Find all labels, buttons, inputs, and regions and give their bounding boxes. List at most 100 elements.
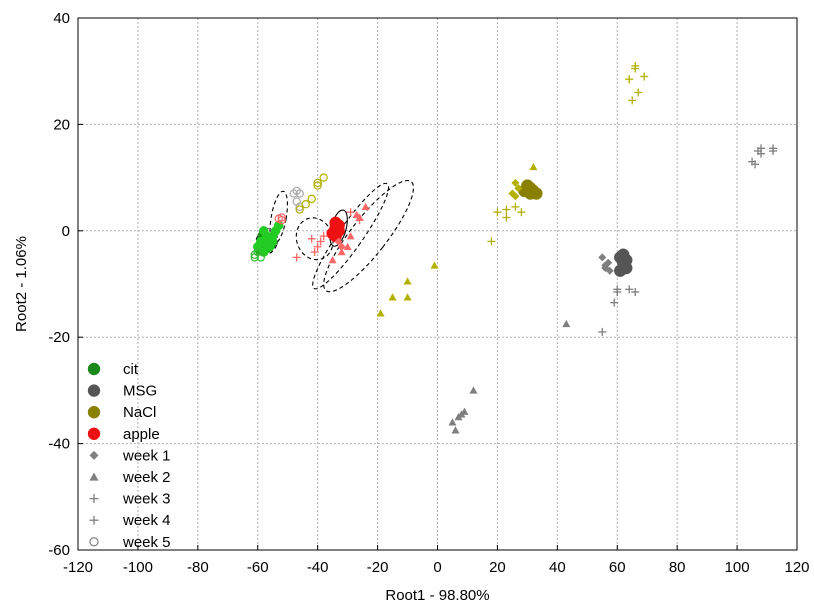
data-point: [301, 199, 310, 209]
data-point: [292, 253, 301, 262]
data-point: [625, 285, 634, 294]
x-tick-label: -60: [247, 559, 269, 576]
y-tick-label: 20: [53, 116, 70, 133]
data-point: [451, 426, 460, 434]
series-apple-week-3: [292, 208, 364, 262]
data-point: [751, 160, 760, 169]
x-tick-label: 120: [784, 559, 809, 576]
series-msg-week-2: [448, 319, 571, 434]
legend-item: cit: [87, 361, 139, 378]
data-point: [295, 189, 304, 198]
series-apple-week-2: [328, 202, 370, 264]
series-nacl-week-1: [508, 178, 523, 201]
y-tick-label: -40: [48, 436, 70, 453]
legend-marker: [89, 494, 99, 504]
data-point: [487, 237, 496, 246]
data-point: [625, 75, 634, 84]
legend-marker: [89, 450, 99, 460]
data-point: [493, 208, 502, 217]
data-point: [403, 277, 412, 285]
data-point: [613, 264, 627, 277]
data-point: [628, 96, 637, 105]
x-tick-label: 80: [669, 559, 686, 576]
y-axis-ticks: -60 -40 -20 0 20 40: [48, 10, 83, 559]
data-point: [613, 287, 622, 296]
confidence-ellipse: [323, 179, 415, 293]
data-point: [295, 205, 304, 214]
series-apple-centroid: [326, 216, 345, 243]
data-point: [454, 413, 463, 421]
data-point: [307, 194, 316, 204]
series-msg-centroid: [613, 248, 633, 277]
legend-marker: [87, 427, 101, 441]
data-point: [562, 319, 571, 328]
legend-marker: [87, 384, 101, 397]
data-point: [605, 266, 614, 275]
data-point: [328, 256, 337, 264]
data-point: [469, 386, 478, 394]
data-point: [267, 236, 278, 247]
data-point: [313, 242, 322, 251]
data-point: [769, 144, 778, 153]
data-point: [610, 298, 619, 307]
data-point: [307, 234, 316, 243]
legend-marker: [87, 362, 101, 376]
x-axis-label: Root1 - 98.80%: [385, 587, 489, 604]
series-nacl-week-4: [625, 61, 649, 105]
legend-label: week 2: [122, 469, 171, 486]
data-point: [258, 226, 269, 236]
data-point: [388, 293, 397, 301]
legend-label: week 1: [122, 447, 171, 464]
x-tick-label: -80: [187, 559, 209, 576]
data-point: [514, 184, 523, 193]
legend-item: week 4: [89, 512, 171, 529]
legend-item: week 1: [89, 447, 171, 464]
legend-marker: [89, 472, 99, 481]
legend-label: MSG: [123, 383, 157, 400]
data-point: [511, 202, 520, 211]
data-point: [337, 248, 346, 256]
series-msg-week-3: [598, 285, 640, 336]
x-tick-label: 100: [725, 559, 750, 576]
data-point: [346, 232, 355, 240]
legend-marker: [89, 515, 99, 525]
gridlines: [78, 18, 797, 550]
data-point: [319, 232, 328, 241]
x-tick-label: 0: [433, 559, 441, 576]
legend-label: week 5: [122, 534, 171, 551]
y-tick-label: -60: [48, 542, 70, 559]
legend-item: apple: [87, 426, 160, 443]
legend-item: week 2: [89, 469, 171, 486]
data-point: [430, 261, 439, 269]
data-point: [502, 205, 511, 214]
data-point: [355, 216, 364, 225]
series-nacl-week-3: [487, 202, 526, 246]
x-tick-label: -100: [123, 559, 153, 576]
y-tick-label: 40: [53, 10, 70, 27]
data-point: [376, 309, 385, 317]
data-point: [619, 253, 633, 267]
data-point: [634, 88, 643, 97]
data-point: [319, 173, 328, 182]
data-point: [511, 178, 520, 187]
y-tick-label: -20: [48, 329, 70, 346]
data-point: [256, 253, 265, 262]
legend-label: apple: [123, 426, 160, 443]
series-apple-week-1: [334, 237, 346, 251]
legend-item: NaCl: [87, 404, 156, 421]
data-point: [313, 178, 322, 188]
series-nacl-centroid: [518, 179, 543, 200]
legend: cit MSG NaCl apple week 1 week 2 week 3 week 4 w…: [87, 361, 171, 551]
data-point: [757, 144, 766, 153]
data-point: [502, 213, 511, 222]
data-point: [334, 237, 343, 246]
data-point: [631, 287, 640, 296]
series-msg-week-4: [748, 144, 778, 169]
data-point: [640, 72, 649, 81]
legend-label: week 4: [122, 512, 171, 529]
legend-label: cit: [123, 361, 139, 378]
data-point: [448, 418, 457, 426]
series-nacl-week-2: [376, 162, 538, 317]
